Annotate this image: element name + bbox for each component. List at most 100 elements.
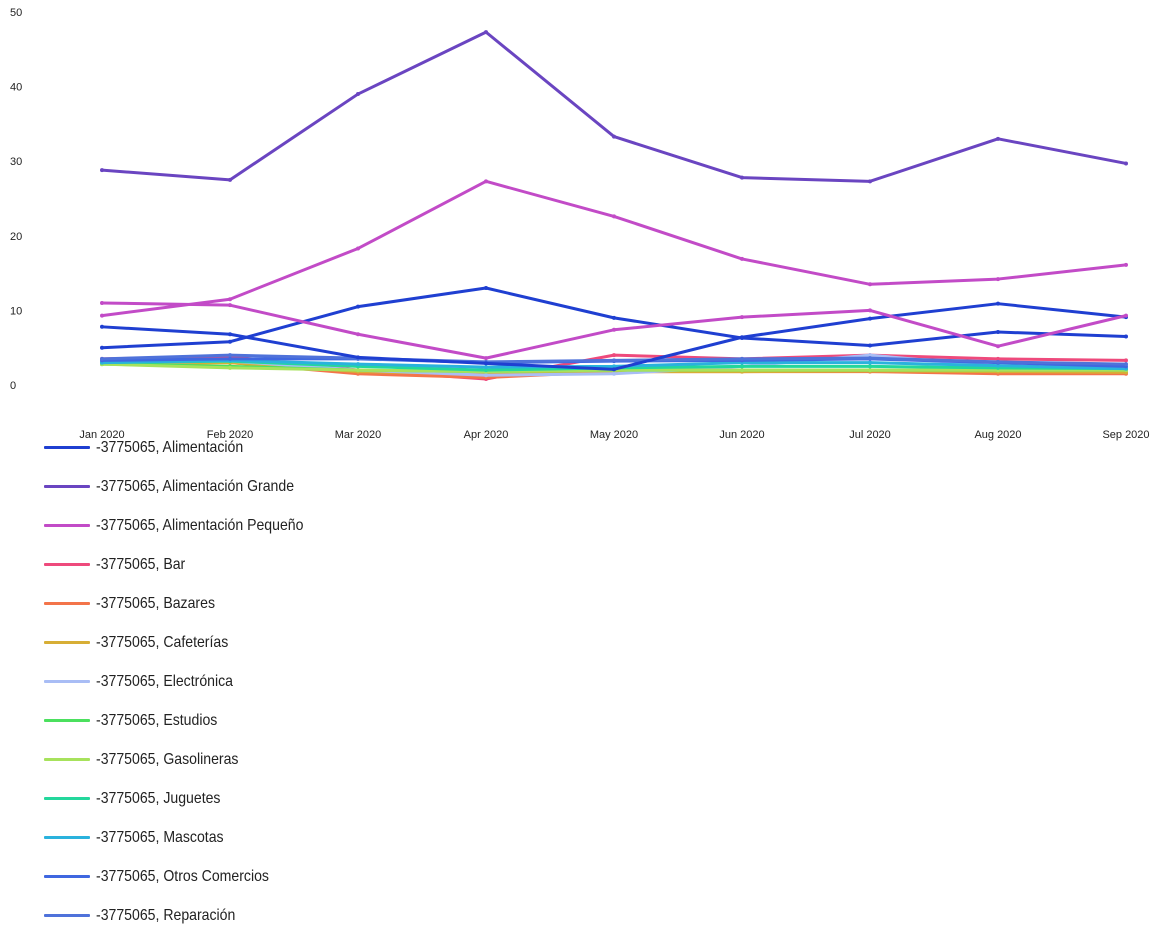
data-point (996, 344, 1000, 349)
y-tick-label: 20 (10, 231, 22, 243)
data-point (612, 358, 616, 363)
data-point (484, 286, 488, 291)
data-point (612, 134, 616, 139)
data-point (1124, 161, 1128, 166)
data-point (228, 303, 232, 308)
data-point (868, 282, 872, 287)
legend-item[interactable]: -3775065, Otros Comercios (44, 857, 332, 896)
data-point (868, 368, 872, 373)
data-point (1124, 362, 1128, 367)
data-point (612, 353, 616, 358)
series-line (101, 30, 1127, 183)
data-point (100, 345, 104, 350)
data-point (740, 364, 744, 369)
legend-label: -3775065, Mascotas (96, 828, 224, 846)
y-tick-label: 30 (10, 156, 22, 168)
data-point (996, 330, 1000, 335)
data-point (996, 359, 1000, 364)
data-point (996, 363, 1000, 368)
legend-swatch (44, 641, 90, 644)
data-point (100, 300, 104, 305)
x-tick-label: May 2020 (590, 429, 638, 441)
data-point (996, 136, 1000, 141)
data-point (1124, 334, 1128, 339)
data-point (868, 343, 872, 348)
data-point (868, 356, 872, 361)
data-point (228, 332, 232, 337)
legend-label: -3775065, Gasolineras (96, 750, 239, 768)
data-point (868, 353, 872, 358)
legend-item[interactable]: -3775065, Bazares (44, 584, 332, 623)
legend-swatch (44, 875, 90, 878)
legend-label: -3775065, Electrónica (96, 672, 233, 690)
legend-item[interactable]: -3775065, Alimentación (44, 428, 332, 467)
data-point (996, 356, 1000, 361)
legend-swatch (44, 758, 90, 761)
legend-swatch (44, 446, 90, 449)
series-line (101, 179, 1127, 318)
data-point (356, 332, 360, 337)
data-point (612, 371, 616, 376)
data-point (484, 356, 488, 361)
data-point (740, 175, 744, 180)
y-tick-label: 0 (10, 380, 16, 392)
data-point (100, 313, 104, 318)
legend-item[interactable]: -3775065, Mascotas (44, 818, 332, 857)
legend-item[interactable]: -3775065, Alimentación Grande (44, 467, 332, 506)
legend-item[interactable]: -3775065, Cafeterías (44, 623, 332, 662)
data-point (484, 365, 488, 370)
legend-swatch (44, 719, 90, 722)
legend-label: -3775065, Alimentación (96, 438, 244, 456)
data-point (228, 339, 232, 344)
legend-item[interactable]: -3775065, Juguetes (44, 779, 332, 818)
legend-item[interactable]: -3775065, Gasolineras (44, 740, 332, 779)
x-tick-label: Mar 2020 (335, 429, 381, 441)
data-point (740, 356, 744, 361)
y-tick-label: 40 (10, 82, 22, 94)
legend-swatch (44, 485, 90, 488)
y-tick-label: 10 (10, 305, 22, 317)
legend-swatch (44, 524, 90, 527)
legend-label: -3775065, Alimentación Grande (96, 477, 295, 495)
x-tick-label: Apr 2020 (464, 429, 509, 441)
data-point (1124, 358, 1128, 363)
data-point (100, 168, 104, 173)
x-tick-label: Jan 2020 (79, 429, 124, 441)
legend-item[interactable]: -3775065, Estudios (44, 701, 332, 740)
legend-item[interactable]: -3775065, Reparación (44, 896, 332, 935)
legend-swatch (44, 836, 90, 839)
data-point (484, 179, 488, 184)
data-point (740, 256, 744, 261)
legend-swatch (44, 563, 90, 566)
y-axis-ticks: 0 10 20 30 40 50 (10, 7, 22, 392)
data-point (740, 368, 744, 373)
legend-swatch (44, 680, 90, 683)
data-point (1124, 313, 1128, 318)
legend-label: -3775065, Cafeterías (96, 633, 229, 651)
data-point (228, 177, 232, 182)
x-axis-ticks: Jan 2020 Feb 2020 Mar 2020 Apr 2020 May 2020… (79, 429, 1149, 441)
legend-item[interactable]: -3775065, Alimentación Pequeño (44, 506, 332, 545)
legend-item[interactable]: -3775065, Electrónica (44, 662, 332, 701)
data-point (100, 324, 104, 329)
data-point (868, 364, 872, 369)
x-tick-label: Jun 2020 (719, 429, 764, 441)
x-tick-label: Feb 2020 (207, 429, 253, 441)
data-point (356, 362, 360, 367)
legend-item[interactable]: -3775065, Bar (44, 545, 332, 584)
data-point (228, 365, 232, 370)
data-point (996, 301, 1000, 306)
legend-label: -3775065, Bar (96, 555, 186, 573)
data-point (612, 315, 616, 320)
data-point (868, 308, 872, 313)
data-point (484, 30, 488, 35)
data-point (740, 335, 744, 340)
y-tick-label: 50 (10, 7, 22, 19)
data-point (228, 356, 232, 361)
plot-area (100, 30, 1128, 382)
data-point (612, 214, 616, 219)
series-0 (100, 286, 1128, 350)
data-point (996, 277, 1000, 282)
data-point (612, 364, 616, 369)
